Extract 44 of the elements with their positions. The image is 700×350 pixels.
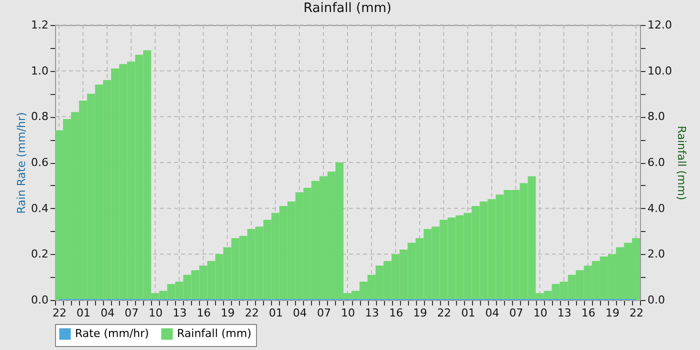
x-tick-label: 19 — [220, 306, 235, 320]
y-tick-label: 0.6 — [31, 156, 48, 169]
x-tick-label: 13 — [557, 306, 572, 320]
y2-tick-label: 6.0 — [648, 156, 665, 169]
x-tick-label: 22 — [244, 306, 259, 320]
x-tick-label: 07 — [124, 306, 139, 320]
x-tick-label: 04 — [100, 306, 115, 320]
x-tick-label: 10 — [341, 306, 355, 320]
x-tick-label: 13 — [365, 306, 380, 320]
x-tick-label: 13 — [172, 306, 187, 320]
x-tick-label: 16 — [389, 306, 404, 320]
x-tick-label: 16 — [196, 306, 211, 320]
y2-tick-label: 2.0 — [648, 248, 665, 261]
y2-axis-title: Rainfall (mm) — [674, 126, 688, 200]
x-tick-label: 22 — [52, 306, 67, 320]
y-axis-title: Rain Rate (mm/hr) — [15, 112, 28, 214]
y2-tick-label: 0.0 — [648, 294, 665, 306]
x-tick-label: 22 — [437, 306, 452, 320]
x-tick-label: 04 — [485, 306, 500, 320]
y-tick-label: 0.8 — [31, 110, 48, 124]
x-tick-label: 19 — [413, 306, 428, 320]
x-tick-label: 04 — [292, 306, 307, 320]
y-tick-label: 0.4 — [31, 202, 48, 215]
legend-label: Rate (mm/hr) — [75, 327, 149, 340]
x-tick-label: 01 — [461, 306, 476, 320]
x-tick-label: 19 — [605, 306, 620, 320]
x-tick-label: 01 — [268, 306, 283, 320]
y-tick-label: 0.2 — [31, 248, 48, 261]
chart-title: Rainfall (mm) — [304, 1, 392, 16]
legend-label: Rainfall (mm) — [177, 327, 252, 340]
y2-tick-label: 10.0 — [648, 64, 672, 78]
x-tick-label: 22 — [629, 306, 644, 320]
x-tick-label: 07 — [316, 306, 331, 320]
y-tick-label: 0.0 — [31, 294, 48, 306]
y-tick-label: 1.2 — [31, 18, 48, 32]
y-tick-label: 1.0 — [31, 64, 48, 78]
x-tick-label: 16 — [581, 306, 596, 320]
x-tick-label: 01 — [76, 306, 91, 320]
y2-tick-label: 8.0 — [648, 110, 665, 124]
x-tick-label: 10 — [148, 306, 163, 320]
x-tick-label: 07 — [509, 306, 524, 320]
x-tick-label: 10 — [533, 306, 548, 320]
y2-tick-label: 12.0 — [648, 18, 672, 32]
y2-tick-label: 4.0 — [648, 202, 665, 215]
